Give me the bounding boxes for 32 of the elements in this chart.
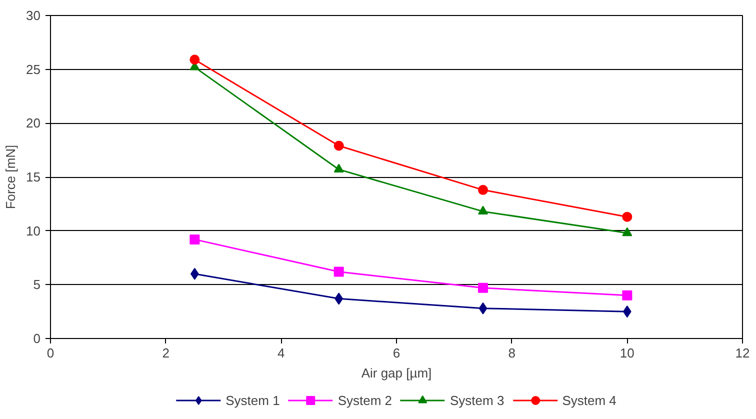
y-tick-label: 10 (26, 223, 41, 238)
y-tick-label: 25 (26, 62, 41, 77)
y-tick-label: 30 (26, 8, 41, 23)
point (334, 266, 344, 277)
point (190, 54, 200, 65)
legend-label: System 4 (562, 392, 616, 408)
legend-label: System 1 (226, 392, 280, 408)
y-axis-title: Force [mN] (3, 144, 18, 210)
y-tick-label: 0 (33, 331, 41, 346)
point (622, 290, 632, 300)
point (334, 164, 344, 173)
y-tick-label: 20 (26, 116, 41, 131)
legend-label: System 3 (450, 392, 504, 408)
x-tick-label: 2 (162, 346, 170, 360)
x-tick-label: 0 (46, 346, 54, 360)
y-tick-label: 5 (33, 277, 41, 292)
x-tick-label: 6 (392, 346, 400, 360)
point (478, 206, 488, 215)
point (622, 227, 632, 236)
point (334, 140, 344, 151)
point (190, 234, 200, 244)
y-tick-label: 15 (26, 170, 41, 184)
legend-label: System 2 (338, 392, 392, 408)
point (478, 302, 488, 314)
x-tick-label: 12 (735, 346, 750, 360)
point (478, 282, 488, 293)
x-tick-label: 8 (508, 346, 516, 360)
point (622, 212, 632, 222)
x-tick-label: 10 (620, 346, 634, 360)
point (478, 184, 488, 195)
x-axis-title: Air gap [µm] (361, 366, 432, 380)
x-tick-label: 4 (278, 346, 285, 360)
